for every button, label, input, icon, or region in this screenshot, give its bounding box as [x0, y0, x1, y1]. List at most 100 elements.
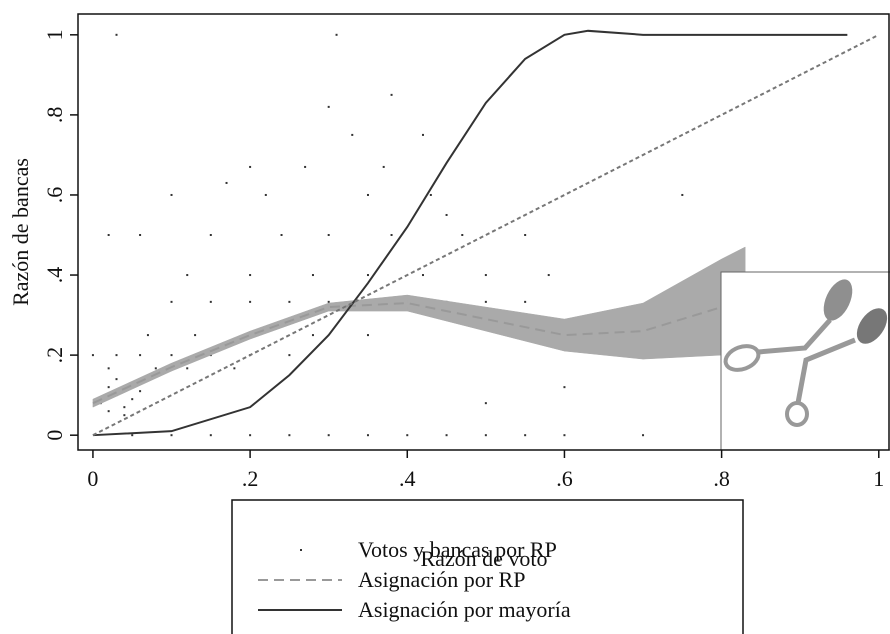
- legend-label: Asignación por RP: [358, 567, 525, 592]
- y-tick-label: 0: [42, 430, 67, 441]
- scatter-point: [288, 300, 291, 303]
- scatter-point: [146, 334, 149, 337]
- scatter-point: [421, 133, 424, 136]
- scatter-point: [524, 234, 527, 237]
- x-axis-label: Razón de voto: [420, 546, 547, 571]
- scatter-point: [382, 165, 385, 168]
- tong-ring: [785, 401, 809, 427]
- legend-label: Asignación por mayoría: [358, 597, 571, 622]
- scatter-point: [154, 367, 157, 370]
- scatter-point: [107, 367, 110, 370]
- scatter-point: [366, 334, 369, 337]
- scatter-point: [390, 234, 393, 237]
- y-tick-label: .6: [42, 187, 67, 204]
- scatter-point: [351, 133, 354, 136]
- scatter-point: [139, 354, 142, 357]
- scatter-point: [327, 234, 330, 237]
- scatter-point: [406, 434, 409, 437]
- scatter-point: [107, 234, 110, 237]
- scatter-point: [233, 367, 236, 370]
- scatter-point: [209, 434, 212, 437]
- scatter-point: [249, 300, 252, 303]
- scatter-point: [115, 354, 118, 357]
- x-tick-label: 1: [873, 466, 884, 491]
- scatter-point: [131, 398, 134, 401]
- scatter-point: [107, 410, 110, 413]
- plot-frame: [77, 13, 890, 451]
- scatter-point: [563, 434, 566, 437]
- scatter-point: [484, 434, 487, 437]
- scatter-point: [115, 33, 118, 36]
- scatter-point: [311, 274, 314, 277]
- scatter-point: [429, 193, 432, 196]
- scatter-point: [484, 274, 487, 277]
- scatter-point: [186, 274, 189, 277]
- x-tick-label: 0: [87, 466, 98, 491]
- scatter-point: [421, 274, 424, 277]
- scatter-point: [288, 354, 291, 357]
- tong-arm: [757, 318, 832, 355]
- scatter-point: [327, 300, 330, 303]
- scatter-point: [327, 434, 330, 437]
- scatter-point: [194, 334, 197, 337]
- line: [92, 298, 746, 405]
- scatter-point: [327, 105, 330, 108]
- scatter-point: [139, 390, 142, 393]
- x-tick-label: .6: [556, 466, 573, 491]
- scatter-point: [288, 434, 291, 437]
- scatter-point: [681, 193, 684, 196]
- scatter-point: [524, 300, 527, 303]
- scatter-point: [445, 434, 448, 437]
- scatter-point: [209, 300, 212, 303]
- legend-label: Votos y bancas por RP: [358, 537, 557, 562]
- scatter-point: [170, 434, 173, 437]
- scatter-point: [484, 402, 487, 405]
- scatter-point: [170, 354, 173, 357]
- x-tick-label: .4: [399, 466, 416, 491]
- scatter-point: [366, 434, 369, 437]
- x-tick-label: .2: [242, 466, 259, 491]
- scatter-point: [563, 386, 566, 389]
- scatter-point: [249, 274, 252, 277]
- scatter-point: [264, 193, 267, 196]
- scatter-point: [366, 193, 369, 196]
- tong-ring: [723, 344, 761, 372]
- legend-frame: [231, 499, 744, 634]
- scatter-point: [107, 386, 110, 389]
- scatter-point: [170, 300, 173, 303]
- scatter-point: [115, 378, 118, 381]
- scatter-point: [445, 213, 448, 216]
- line: [92, 29, 848, 437]
- scatter-point: [91, 354, 94, 357]
- tong-head: [856, 308, 888, 344]
- scatter-point: [249, 165, 252, 168]
- y-tick-label: .8: [42, 107, 67, 124]
- legend: Votos y bancas por RP Asignación por RP As…: [258, 537, 571, 622]
- scatter-point: [524, 434, 527, 437]
- scatter-point: [131, 434, 134, 437]
- scatter-point: [642, 434, 645, 437]
- scatter-point: [225, 181, 228, 184]
- scatter-point: [139, 234, 142, 237]
- scatter-point: [249, 434, 252, 437]
- scatter-point: [280, 234, 283, 237]
- scatter-point: [390, 93, 393, 96]
- scatter-point: [461, 234, 464, 237]
- scatter-point: [123, 414, 126, 417]
- y-axis-label: Razón de bancas: [8, 158, 33, 306]
- scatter-point: [186, 367, 189, 370]
- scatter-point: [123, 406, 126, 409]
- scatter-point: [484, 300, 487, 303]
- y-tick-label: .2: [42, 347, 67, 364]
- y-tick-label: .4: [42, 267, 67, 284]
- scatter-point: [304, 165, 307, 168]
- tong-head: [823, 279, 853, 321]
- y-tick-label: 1: [42, 29, 67, 40]
- inset-image: [720, 271, 890, 451]
- scatter-point: [547, 274, 550, 277]
- x-tick-label: .8: [713, 466, 730, 491]
- scatter-point: [335, 33, 338, 36]
- scatter-point: [311, 334, 314, 337]
- tong-arm: [795, 337, 856, 404]
